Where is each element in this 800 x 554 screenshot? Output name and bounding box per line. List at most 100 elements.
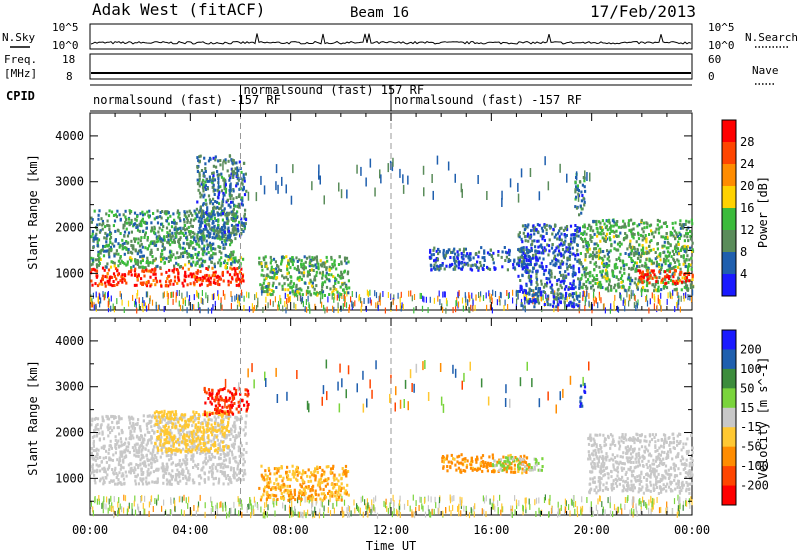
noise-cell <box>385 498 387 505</box>
data-cell <box>161 242 164 246</box>
data-cell <box>667 268 670 272</box>
noise-cell <box>438 508 440 515</box>
data-cell <box>660 280 663 284</box>
noise-cell <box>166 290 168 297</box>
noise-cell <box>117 510 119 517</box>
data-cell <box>486 191 488 200</box>
data-cell <box>219 277 222 281</box>
data-cell <box>287 262 290 266</box>
data-cell <box>475 265 479 269</box>
data-cell <box>128 223 131 227</box>
data-cell <box>188 246 191 249</box>
data-cell <box>227 255 230 258</box>
data-cell <box>220 228 223 232</box>
data-cell <box>608 263 611 267</box>
data-cell <box>624 232 627 235</box>
data-cell <box>223 246 226 250</box>
noise-cell <box>558 509 560 516</box>
noise-cell <box>140 496 142 503</box>
data-cell <box>219 235 222 239</box>
data-cell <box>525 284 528 288</box>
noise-cell <box>324 307 326 314</box>
data-cell <box>200 257 203 261</box>
noise-cell <box>397 292 399 299</box>
data-cell <box>553 235 556 239</box>
data-cell <box>607 289 610 293</box>
noise-cell <box>553 306 555 313</box>
noise-cell <box>320 293 322 300</box>
data-cell <box>218 202 221 206</box>
data-cell <box>191 213 194 217</box>
data-cell <box>547 244 551 248</box>
data-cell <box>97 217 100 221</box>
data-cell <box>135 475 138 479</box>
data-cell <box>308 269 312 272</box>
data-cell <box>579 204 582 208</box>
noise-cell <box>429 296 431 303</box>
noise-cell <box>671 293 673 300</box>
data-cell <box>230 172 233 176</box>
data-cell <box>664 237 667 240</box>
data-cell <box>620 274 624 278</box>
noise-cell <box>336 500 338 507</box>
data-cell <box>182 427 185 431</box>
data-cell <box>208 243 211 247</box>
data-cell <box>96 240 99 244</box>
data-cell <box>179 231 182 235</box>
data-cell <box>266 290 269 294</box>
data-cell <box>143 274 146 278</box>
data-cell <box>523 305 526 309</box>
noise-cell <box>461 297 464 304</box>
data-cell <box>530 229 533 233</box>
noise-cell <box>319 297 322 304</box>
data-cell <box>199 283 202 287</box>
noise-cell <box>338 295 340 302</box>
data-cell <box>170 235 173 239</box>
data-cell <box>608 278 611 282</box>
data-cell <box>689 237 692 241</box>
data-cell <box>116 283 119 287</box>
noise-cell <box>367 291 369 298</box>
data-cell <box>108 233 112 237</box>
data-cell <box>206 206 209 210</box>
noise-cell <box>90 301 92 308</box>
data-cell <box>216 212 220 216</box>
data-cell <box>245 189 248 193</box>
data-cell <box>218 250 221 254</box>
data-cell <box>301 293 304 297</box>
data-cell <box>315 284 318 288</box>
data-cell <box>682 280 685 284</box>
data-cell <box>522 259 526 263</box>
data-cell <box>402 184 405 194</box>
data-cell <box>668 266 671 270</box>
noise-cell <box>282 502 284 509</box>
data-cell <box>532 224 535 228</box>
noise-cell <box>672 289 674 296</box>
data-cell <box>369 158 372 168</box>
data-cell <box>196 213 199 217</box>
data-cell <box>595 251 598 255</box>
data-cell <box>563 242 566 246</box>
data-cell <box>90 279 93 283</box>
data-cell <box>232 176 235 179</box>
data-cell <box>685 219 688 223</box>
data-cell <box>311 181 313 191</box>
data-cell <box>233 233 236 237</box>
noise-cell <box>604 307 606 314</box>
data-cell <box>635 268 638 272</box>
data-cell <box>225 217 229 221</box>
data-cell <box>91 262 94 266</box>
data-cell <box>531 239 534 243</box>
data-cell <box>554 223 557 227</box>
data-cell <box>520 237 523 241</box>
data-cell <box>230 432 233 436</box>
data-cell <box>110 210 114 214</box>
data-cell <box>230 194 233 198</box>
data-cell <box>112 280 115 283</box>
noise-cell <box>272 300 274 307</box>
data-cell <box>152 258 155 262</box>
data-cell <box>630 266 633 270</box>
data-cell <box>524 289 527 293</box>
data-cell <box>94 282 97 286</box>
data-cell <box>166 240 169 244</box>
